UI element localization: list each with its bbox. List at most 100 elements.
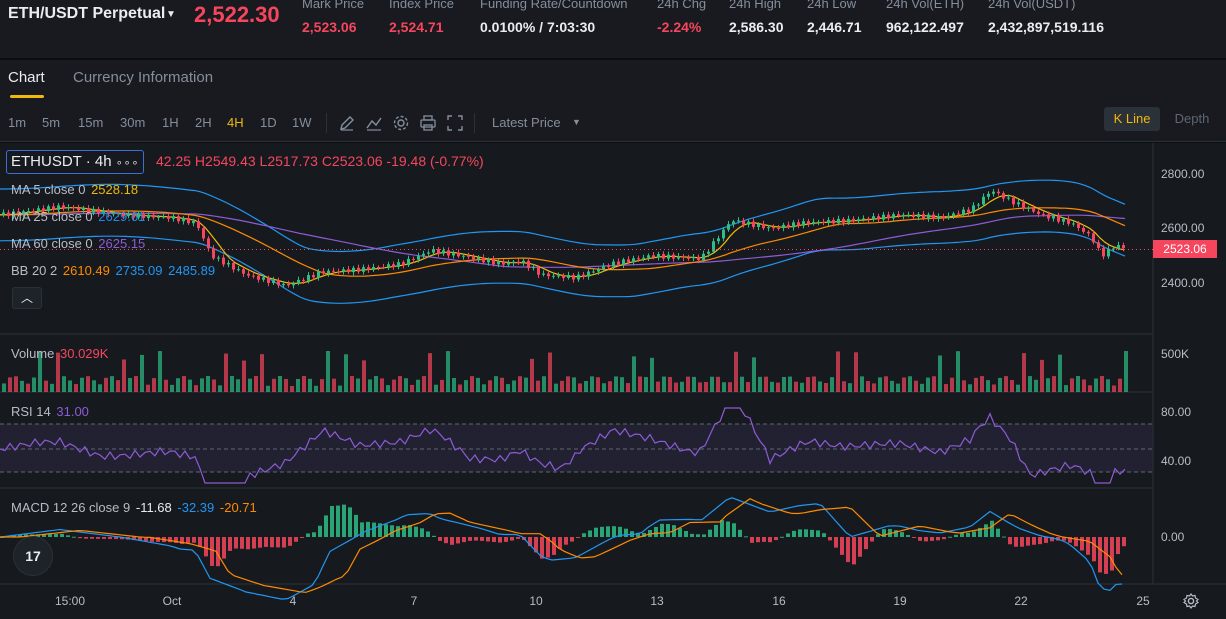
- timeframe-5m[interactable]: 5m: [42, 115, 61, 130]
- pencil-icon[interactable]: [338, 114, 356, 132]
- macd-histogram-bar: [42, 534, 46, 537]
- indicator-icon[interactable]: [365, 114, 383, 132]
- macd-histogram-bar: [606, 526, 610, 537]
- legend-macd[interactable]: MACD 12 26 close 9 -11.68 -32.39 -20.71: [11, 500, 259, 515]
- ma60-value: 2625.15: [98, 236, 146, 251]
- macd-histogram-bar: [720, 520, 724, 537]
- candle-body: [527, 260, 530, 269]
- chevron-down-icon[interactable]: ▼: [166, 9, 176, 20]
- macd-histogram-bar: [912, 537, 916, 538]
- candle-body: [242, 269, 245, 274]
- legend-ma25[interactable]: MA 25 close 0 2629.61: [11, 209, 147, 224]
- candle-body: [817, 221, 820, 223]
- depth-button[interactable]: Depth: [1174, 111, 1210, 126]
- macd-histogram-bar: [1074, 537, 1078, 547]
- symbol-selector[interactable]: ETH/USDT Perpetual: [8, 5, 166, 22]
- macd-histogram-bar: [324, 515, 328, 537]
- volume-bar: [248, 378, 252, 392]
- legend-rsi[interactable]: RSI 14 31.00: [11, 404, 91, 419]
- tradingview-logo[interactable]: 17: [13, 536, 53, 576]
- candle-body: [812, 221, 815, 224]
- timeframe-1m[interactable]: 1m: [8, 115, 27, 130]
- settings-icon[interactable]: [392, 114, 410, 132]
- volume-bar: [992, 384, 996, 392]
- macd-histogram-bar: [438, 537, 442, 541]
- legend-ma5[interactable]: MA 5 close 0 2528.18: [11, 182, 140, 197]
- candle-body: [442, 250, 445, 254]
- gear-icon[interactable]: [1182, 592, 1200, 610]
- stat-label: 24h High: [729, 0, 782, 11]
- candle-body: [177, 216, 180, 222]
- chart-area[interactable]: ETHUSDT · 4h ∘∘∘ 42.25 H2549.43 L2517.73…: [0, 143, 1226, 619]
- macd-histogram-bar: [336, 505, 340, 537]
- candle-body: [77, 208, 80, 211]
- candle-body: [497, 261, 500, 265]
- legend-bb[interactable]: BB 20 2 2610.49 2735.09 2485.89: [11, 263, 217, 278]
- kline-button[interactable]: K Line: [1104, 107, 1160, 131]
- volume-bar: [776, 382, 780, 392]
- candle-body: [112, 213, 115, 215]
- chart-symbol-label[interactable]: ETHUSDT · 4h ∘∘∘: [6, 150, 145, 174]
- candle-body: [622, 259, 625, 265]
- macd-histogram-bar: [396, 526, 400, 537]
- fullscreen-icon[interactable]: [446, 114, 464, 132]
- macd-histogram-bar: [330, 505, 334, 537]
- timeframe-2h[interactable]: 2H: [195, 115, 212, 130]
- macd-histogram-bar: [576, 537, 580, 538]
- candle-body: [927, 214, 930, 219]
- candle-body: [417, 255, 420, 260]
- macd-histogram-bar: [546, 537, 550, 558]
- bb-lower-line: [0, 231, 1126, 304]
- candle-body: [297, 279, 300, 284]
- timeframe-15m[interactable]: 15m: [78, 115, 104, 130]
- timeframe-30m[interactable]: 30m: [120, 115, 146, 130]
- candle-body: [32, 211, 35, 213]
- volume-bar: [368, 379, 372, 392]
- chart-canvas[interactable]: [0, 143, 1226, 619]
- price-source-select[interactable]: Latest Price: [492, 115, 561, 130]
- volume-bar: [632, 356, 636, 392]
- macd-histogram-bar: [732, 523, 736, 537]
- candle-body: [1112, 248, 1115, 250]
- macd-histogram-bar: [600, 526, 604, 537]
- timeframe-1h[interactable]: 1H: [162, 115, 179, 130]
- timeframe-1d[interactable]: 1D: [260, 115, 277, 130]
- candle-body: [717, 238, 720, 242]
- collapse-legend-button[interactable]: ︿: [12, 287, 42, 309]
- candle-body: [402, 262, 405, 266]
- volume-bar: [1022, 353, 1026, 392]
- more-options-icon[interactable]: ∘∘∘: [115, 157, 140, 169]
- candle-body: [577, 274, 580, 280]
- macd-histogram-bar: [894, 530, 898, 537]
- candle-body: [1067, 218, 1070, 224]
- candle-body: [192, 221, 195, 224]
- volume-bar: [422, 376, 426, 392]
- candle-body: [822, 221, 825, 223]
- macd-histogram-bar: [12, 535, 16, 537]
- volume-bar: [590, 376, 594, 392]
- volume-bar: [896, 383, 900, 392]
- macd-histogram-bar: [240, 537, 244, 549]
- candle-body: [632, 258, 635, 263]
- macd-histogram-bar: [84, 537, 88, 539]
- timeframe-1w[interactable]: 1W: [292, 115, 312, 130]
- volume-bar: [878, 377, 882, 392]
- volume-bar: [962, 380, 966, 392]
- timeframe-4h[interactable]: 4H: [227, 115, 244, 130]
- rsi-axis-label: 40.00: [1161, 454, 1192, 468]
- legend-volume[interactable]: Volume 30.029K: [11, 346, 110, 361]
- macd-histogram-bar: [768, 537, 772, 543]
- candle-body: [1027, 207, 1030, 209]
- volume-bar: [134, 376, 138, 392]
- chevron-down-icon[interactable]: ▼: [572, 117, 581, 127]
- tab-chart[interactable]: Chart: [8, 69, 45, 86]
- legend-ma60[interactable]: MA 60 close 0 2625.15: [11, 236, 147, 251]
- macd-histogram-bar: [318, 525, 322, 537]
- print-icon[interactable]: [419, 114, 437, 132]
- macd-histogram-bar: [372, 522, 376, 537]
- tab-currency-information[interactable]: Currency Information: [73, 69, 214, 86]
- candle-body: [332, 270, 335, 272]
- volume-bar: [626, 383, 630, 392]
- volume-bar: [92, 380, 96, 392]
- stat-label: Mark Price: [302, 0, 365, 11]
